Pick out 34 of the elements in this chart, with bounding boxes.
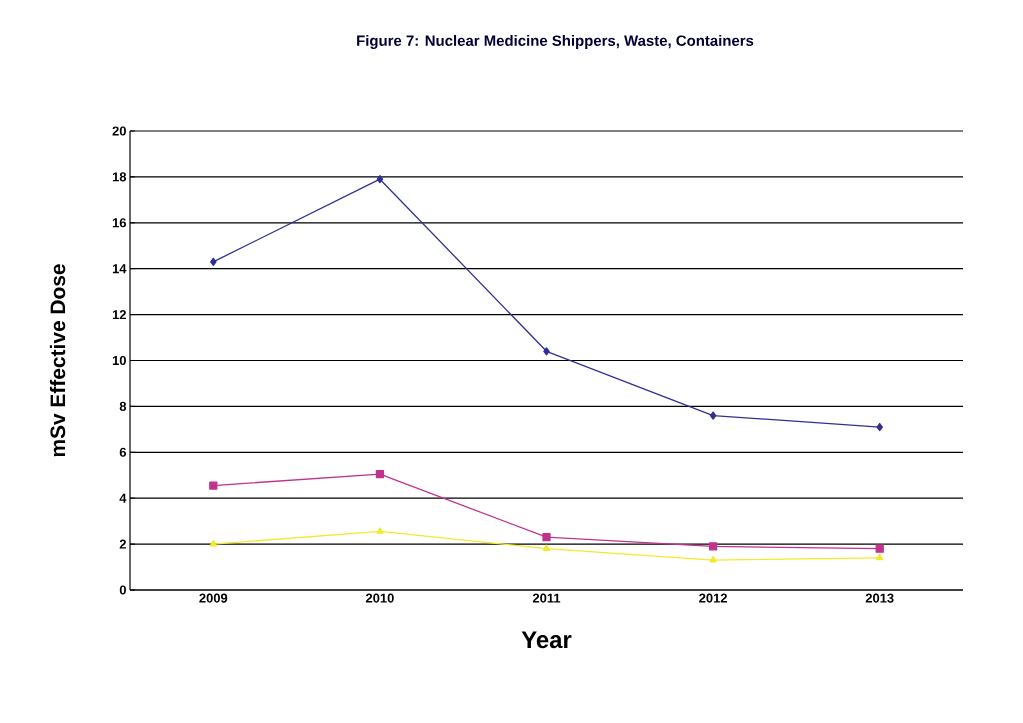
y-tick-label: 4 [119,493,127,503]
y-tick-label: 20 [112,126,126,136]
x-tick-label: 2011 [532,593,561,603]
y-axis-title: mSv Effective Dose [49,264,66,457]
chart-title: Figure 7: Nuclear Medicine Shippers, Waste, Containers [357,34,754,49]
y-tick-label: 0 [119,585,126,595]
point [708,542,718,551]
y-tick-label: 14 [112,264,127,274]
y-tick-label: 12 [112,310,126,320]
point [542,544,551,552]
point [376,527,384,534]
y-tick-label: 10 [112,355,126,366]
point [543,347,550,356]
x-tick-label: 2012 [699,593,727,603]
x-tick-label: 2009 [199,593,228,603]
point [209,539,217,547]
x-axis-title: Year [521,631,572,649]
point [376,175,384,184]
point [209,481,218,490]
y-tick-label: 2 [119,539,126,549]
point [875,544,884,553]
point [709,556,717,563]
x-tick-label: 2010 [365,593,394,603]
y-tick-label: 6 [119,447,127,457]
point [876,422,883,432]
y-tick-label: 8 [119,401,127,411]
point [375,469,385,479]
point [709,411,717,420]
point [876,553,884,561]
x-tick-label: 2013 [865,593,894,603]
y-tick-label: 16 [112,218,127,228]
y-tick-label: 18 [112,172,127,182]
point [542,533,551,542]
point [210,257,217,266]
